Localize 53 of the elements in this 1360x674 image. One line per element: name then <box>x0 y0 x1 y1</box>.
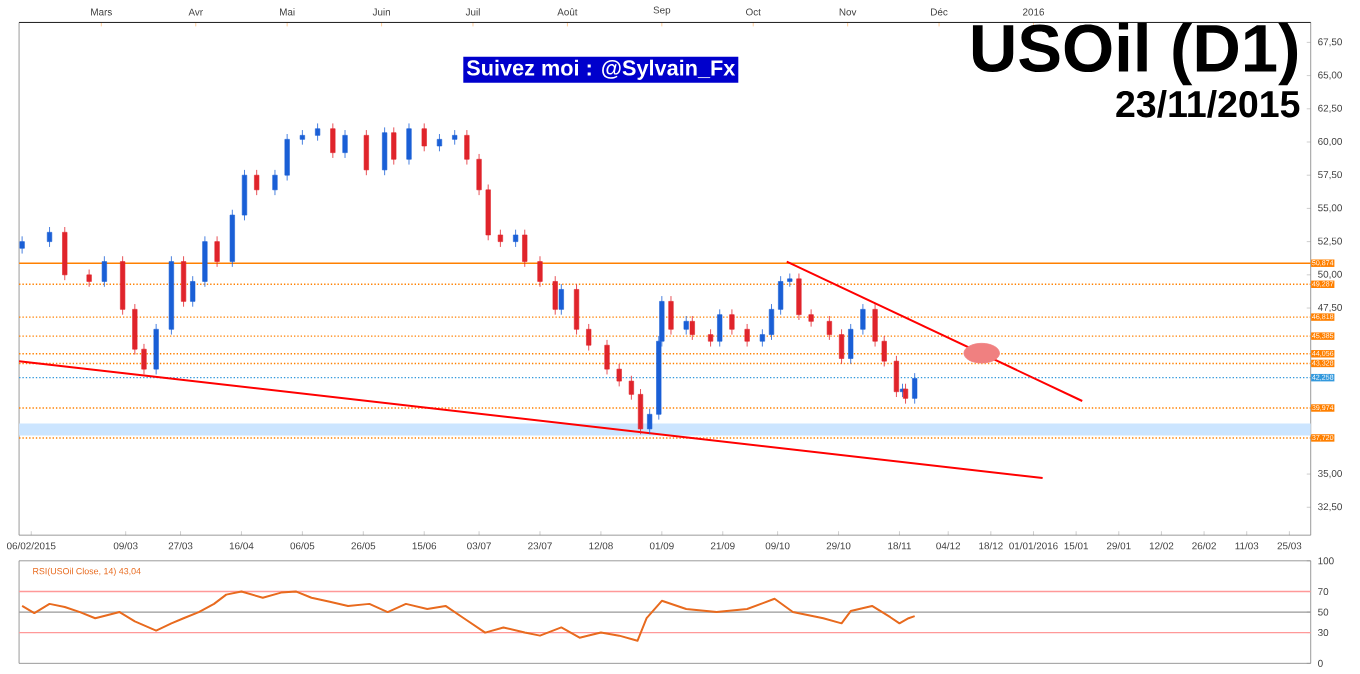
candlestick <box>768 303 775 341</box>
candlestick <box>214 236 220 268</box>
candlestick <box>689 315 695 341</box>
candlestick <box>284 133 290 182</box>
candlestick <box>808 309 814 328</box>
candlestick <box>912 373 918 405</box>
candlestick <box>744 323 750 348</box>
candlestick <box>558 284 564 316</box>
candlestick <box>190 276 196 308</box>
annotation: Suivez moi : @Sylvain_Fx <box>466 59 736 81</box>
candlestick <box>421 123 427 152</box>
candlestick <box>180 256 187 308</box>
candlestick <box>241 169 248 222</box>
line-series <box>21 590 916 643</box>
candlestick <box>616 363 622 388</box>
candlestick <box>342 129 348 159</box>
candlestick <box>838 329 845 365</box>
candlestick <box>729 309 735 336</box>
candlestick <box>628 375 634 401</box>
candlestick <box>717 309 723 348</box>
candlestick <box>537 256 543 288</box>
candlestick <box>254 169 260 196</box>
chart-title: USOil (D1) <box>972 23 1298 86</box>
candlestick <box>101 256 107 288</box>
candlestick <box>382 127 388 176</box>
candlestick <box>683 315 689 336</box>
candlestick <box>893 355 899 398</box>
candlestick <box>363 129 369 176</box>
candlestick <box>19 236 25 255</box>
candlestick <box>153 323 159 376</box>
candlestick <box>826 315 832 341</box>
candlestick <box>391 127 397 166</box>
candlestick <box>604 339 610 376</box>
candlestick <box>848 323 854 365</box>
candlestick <box>668 295 674 336</box>
candlestick <box>46 226 53 248</box>
candlestick <box>637 388 644 435</box>
candlestick <box>860 303 866 336</box>
candlestick <box>120 256 126 316</box>
candlestick <box>586 323 592 352</box>
text: 23/11/2015 <box>1116 90 1300 119</box>
candlestick <box>86 269 92 288</box>
candlestick <box>62 226 68 281</box>
candlestick <box>464 129 470 166</box>
candlestick <box>552 276 558 316</box>
candlestick <box>573 284 580 336</box>
candlestick <box>202 236 208 288</box>
candlestick <box>522 229 528 268</box>
candlestick <box>330 123 336 159</box>
candlestick <box>406 123 412 166</box>
candlestick <box>272 169 278 196</box>
candlestick <box>796 273 802 321</box>
candlestick <box>229 209 235 268</box>
